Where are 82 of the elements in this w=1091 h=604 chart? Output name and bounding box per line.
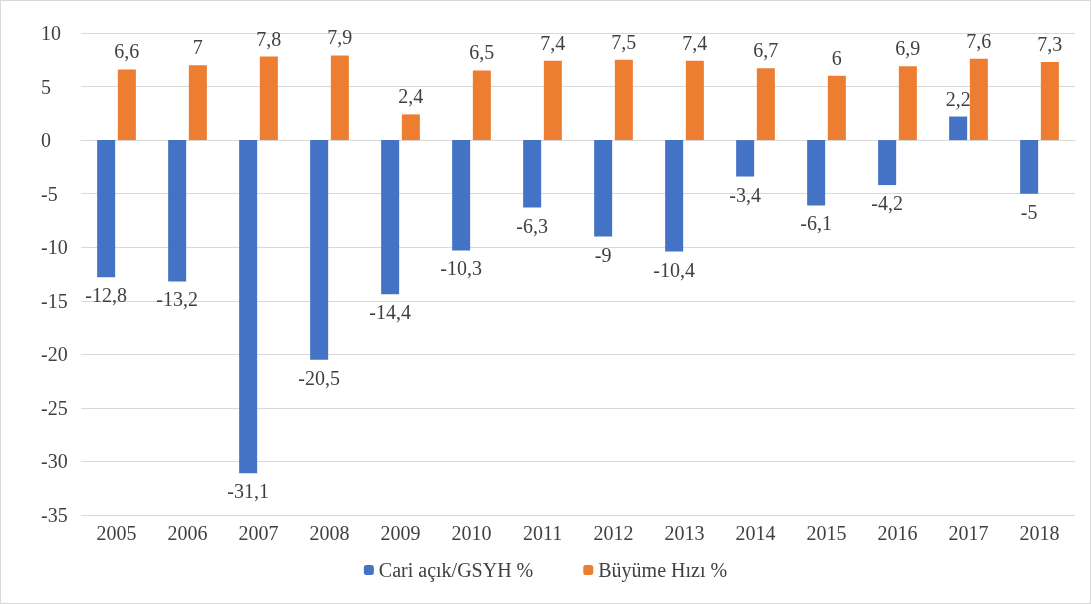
data-label: -31,1 — [227, 480, 269, 503]
data-label: -6,1 — [800, 212, 832, 235]
bar — [401, 114, 420, 141]
y-tick-label: -35 — [41, 504, 68, 526]
data-label: -13,2 — [156, 288, 198, 311]
data-label: 6,7 — [753, 39, 779, 62]
bar — [614, 59, 633, 141]
bar — [736, 140, 755, 177]
bar — [898, 66, 917, 141]
bar — [97, 140, 116, 278]
data-label: -12,8 — [85, 284, 127, 307]
data-label: -10,3 — [440, 257, 482, 280]
x-tick-label: 2014 — [735, 522, 776, 544]
bar — [594, 140, 613, 237]
data-label: 6,5 — [469, 41, 495, 64]
data-label: 2,2 — [945, 87, 971, 110]
data-label: 7,4 — [682, 31, 708, 54]
data-label: 7 — [192, 36, 203, 59]
y-tick-label: -25 — [41, 396, 68, 419]
data-label: 6 — [831, 46, 842, 69]
bar — [543, 60, 562, 141]
y-tick-label: -30 — [41, 450, 68, 473]
y-tick-label: -15 — [41, 289, 68, 312]
x-tick-label: 2011 — [522, 522, 563, 544]
bar — [310, 140, 329, 360]
data-label: -5 — [1020, 200, 1038, 223]
bar — [665, 140, 684, 252]
data-label: -14,4 — [369, 301, 411, 324]
y-tick-label: 0 — [41, 129, 51, 152]
x-tick-label: 2010 — [451, 522, 492, 544]
data-label: -9 — [594, 243, 612, 266]
data-label: 7,8 — [256, 27, 282, 50]
bar — [381, 140, 400, 295]
bar — [523, 140, 542, 208]
y-tick-label: -20 — [41, 343, 68, 366]
data-label: 7,5 — [611, 30, 637, 53]
bar — [330, 55, 349, 141]
bar — [452, 140, 471, 251]
bar — [117, 69, 136, 141]
x-tick-label: 2008 — [309, 522, 350, 544]
x-tick-label: 2013 — [664, 522, 705, 544]
bar — [685, 60, 704, 141]
bar — [969, 58, 988, 141]
x-tick-label: 2018 — [1019, 522, 1060, 544]
x-tick-label: 2005 — [96, 522, 137, 544]
data-label: -6,3 — [516, 214, 548, 237]
bar — [949, 116, 968, 141]
legend-label: Cari açık/GSYH % — [378, 559, 534, 582]
data-label: 2,4 — [398, 85, 424, 108]
x-tick-label: 2012 — [593, 522, 634, 544]
bar — [472, 70, 491, 141]
bar — [756, 68, 775, 141]
bar — [259, 56, 278, 141]
data-label: 6,9 — [895, 37, 921, 60]
y-tick-label: -5 — [41, 182, 58, 205]
bar — [1040, 61, 1059, 141]
x-tick-label: 2016 — [877, 522, 918, 544]
y-tick-label: -10 — [41, 236, 68, 259]
data-label: 7,3 — [1037, 32, 1063, 55]
data-label: 7,6 — [966, 29, 992, 52]
x-tick-label: 2009 — [380, 522, 421, 544]
bar — [807, 140, 826, 206]
data-label: 6,6 — [114, 40, 140, 63]
bar — [827, 75, 846, 141]
bar — [239, 140, 258, 474]
x-tick-label: 2007 — [238, 522, 279, 544]
data-label: -20,5 — [298, 366, 340, 389]
data-label: 7,9 — [327, 26, 353, 49]
data-label: -3,4 — [729, 183, 761, 206]
bar — [168, 140, 187, 282]
data-label: -10,4 — [653, 258, 695, 281]
data-label: 7,4 — [540, 31, 566, 54]
legend-label: Büyüme Hızı % — [598, 559, 728, 582]
y-tick-label: 5 — [41, 75, 51, 98]
bar — [878, 140, 897, 186]
y-tick-label: 10 — [41, 22, 61, 44]
x-tick-label: 2015 — [806, 522, 847, 544]
x-tick-label: 2006 — [167, 522, 208, 544]
bar — [188, 65, 207, 141]
data-label: -4,2 — [871, 192, 903, 215]
bar — [1020, 140, 1039, 194]
x-tick-label: 2017 — [948, 522, 989, 544]
